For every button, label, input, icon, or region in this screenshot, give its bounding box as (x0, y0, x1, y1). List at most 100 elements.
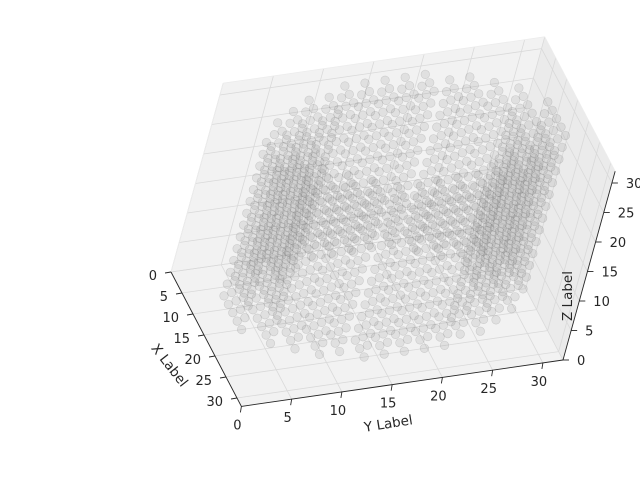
scatter-point (262, 201, 272, 211)
scatter-point (512, 260, 522, 270)
scatter-point (510, 176, 520, 186)
scatter-point (532, 189, 542, 199)
scatter-point (414, 199, 424, 209)
scatter-point (478, 97, 488, 107)
scatter-point (498, 287, 508, 297)
scatter-point (433, 210, 444, 220)
scatter-point (510, 147, 520, 157)
scatter-point (419, 121, 429, 132)
y-tick-mark (440, 377, 443, 384)
scatter-point (526, 233, 536, 243)
scatter-point (288, 303, 298, 314)
scatter-point (520, 179, 530, 190)
scatter-point (362, 200, 372, 210)
scatter-point (442, 261, 452, 271)
scatter-point (367, 122, 377, 132)
scatter-point (476, 125, 487, 135)
scatter-point (379, 281, 389, 291)
scatter-point (401, 314, 412, 324)
scatter-point (269, 245, 280, 255)
scatter-point (512, 255, 523, 265)
scatter-point (318, 265, 328, 275)
scatter-point (259, 169, 269, 180)
scatter-point (456, 277, 466, 287)
scatter-point (495, 106, 505, 116)
scatter-point (359, 352, 369, 362)
scatter-point (311, 221, 321, 231)
scatter-point (288, 256, 298, 266)
scatter-point (292, 239, 302, 250)
scatter-point (446, 312, 457, 322)
scatter-point (289, 242, 300, 252)
scatter-point (405, 302, 415, 313)
scatter-point (251, 221, 261, 231)
scatter-point (228, 308, 238, 318)
grid-line (225, 330, 548, 378)
scatter-point (273, 258, 284, 268)
scatter-point (366, 208, 376, 218)
scatter-point (222, 279, 232, 289)
scatter-point (472, 121, 482, 131)
scatter-point (405, 255, 415, 265)
scatter-point (407, 223, 418, 233)
scatter-point (301, 256, 311, 266)
x-tick-mark (230, 397, 238, 400)
scatter-point (513, 208, 523, 218)
scatter-point (482, 221, 493, 231)
scatter-point (397, 306, 407, 316)
scatter-point (502, 150, 512, 160)
scatter-point (282, 279, 292, 290)
scatter-point (258, 222, 268, 232)
scatter-point (256, 254, 266, 264)
scatter-point (267, 282, 277, 292)
scatter-point (395, 290, 406, 300)
scatter-point (285, 263, 296, 273)
scatter-point (427, 220, 438, 230)
scatter-point (305, 197, 315, 207)
scatter-point (454, 309, 464, 319)
scatter-point (470, 100, 481, 111)
scatter-point (293, 332, 303, 342)
scatter-point (485, 141, 495, 152)
y-tick-label: 0 (233, 418, 241, 433)
scatter-point (397, 190, 407, 200)
scatter-point (529, 153, 539, 163)
scatter-point (340, 183, 351, 193)
scatter-point (476, 245, 486, 255)
grid-line (220, 264, 293, 400)
z-axis-line (562, 171, 616, 361)
x-tick-mark (175, 292, 183, 295)
scatter-point (280, 162, 290, 172)
scatter-point (450, 219, 460, 229)
grid-line (211, 77, 534, 125)
scatter-point (292, 163, 302, 173)
scatter-point (301, 107, 311, 117)
scatter-point (277, 271, 288, 281)
scatter-point (309, 171, 319, 182)
scatter-point (295, 151, 306, 161)
scatter-point (225, 267, 236, 277)
x-tick-mark (186, 313, 194, 316)
scatter-point (406, 101, 416, 111)
scatter-point (508, 131, 518, 141)
scatter-point (520, 132, 531, 142)
scatter-point (540, 133, 550, 143)
scatter-point (457, 195, 467, 206)
scatter-point (545, 142, 555, 152)
scatter-point (469, 273, 479, 283)
scatter-point (369, 196, 379, 207)
scatter-point (369, 210, 379, 221)
scatter-point (287, 159, 298, 169)
scatter-point (490, 218, 500, 228)
scatter-point (447, 265, 457, 275)
x-tick-label: 5 (160, 290, 168, 305)
scatter-point (297, 239, 307, 249)
scatter-point (443, 107, 453, 117)
scatter-point (455, 261, 465, 271)
scatter-point (491, 170, 501, 180)
scatter-point (520, 136, 530, 146)
scatter-point (392, 196, 402, 206)
scatter-point (323, 192, 333, 202)
scatter-point (278, 219, 289, 229)
scatter-point (488, 211, 498, 221)
